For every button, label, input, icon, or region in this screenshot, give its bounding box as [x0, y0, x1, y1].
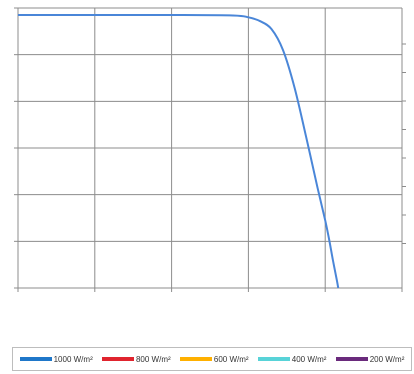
legend-swatch-600 — [179, 357, 212, 361]
legend-item-200: 200 W/m² — [335, 354, 405, 364]
series-lines — [18, 13, 340, 289]
grid-lines — [17, 7, 403, 289]
legend-swatch-400 — [257, 357, 290, 361]
legend-item-600: 600 W/m² — [179, 354, 249, 364]
legend-label-200: 200 W/m² — [369, 354, 405, 364]
legend-item-400: 400 W/m² — [257, 354, 327, 364]
tick-marks — [14, 7, 406, 292]
legend-label-1000: 1000 W/m² — [53, 354, 93, 364]
legend-item-800: 800 W/m² — [101, 354, 171, 364]
legend-label-600: 600 W/m² — [213, 354, 249, 364]
legend-item-1000: 1000 W/m² — [19, 354, 93, 364]
legend-swatch-800 — [101, 357, 134, 361]
legend-swatch-1000 — [19, 357, 52, 361]
legend-swatch-200 — [335, 357, 368, 361]
legend: 1000 W/m² 800 W/m² 600 W/m² 400 W/m² 200… — [12, 347, 412, 371]
iv-curve-chart — [14, 7, 406, 292]
series-line-0 — [18, 13, 340, 289]
legend-label-400: 400 W/m² — [291, 354, 327, 364]
legend-label-800: 800 W/m² — [135, 354, 171, 364]
